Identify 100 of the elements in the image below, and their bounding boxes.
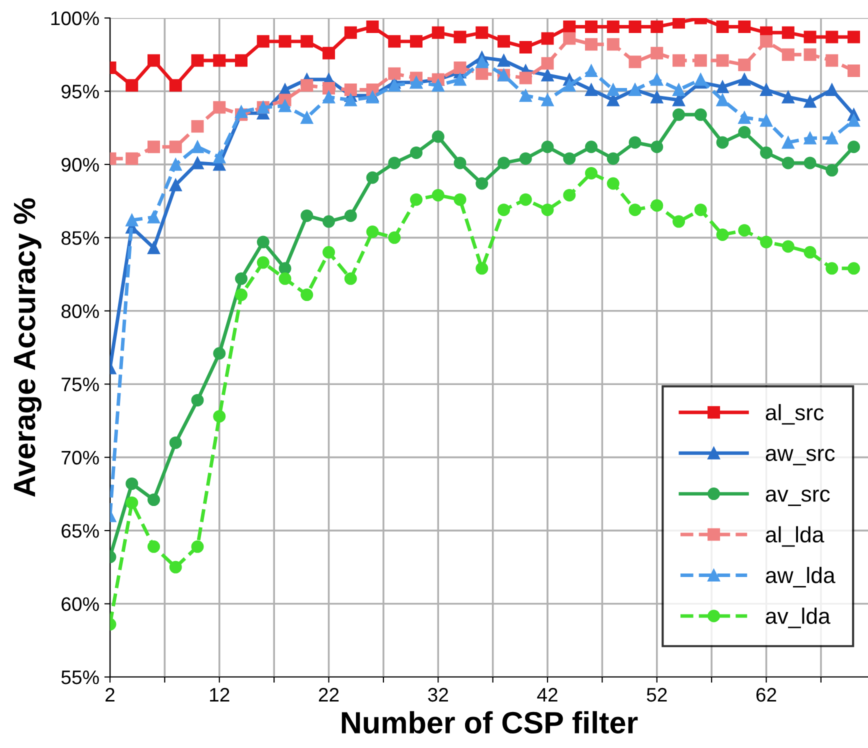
point — [126, 152, 138, 165]
point — [126, 477, 138, 490]
point — [191, 540, 204, 553]
point — [760, 146, 773, 159]
point — [563, 152, 576, 165]
point — [519, 72, 532, 84]
point — [432, 130, 444, 143]
point — [782, 136, 794, 149]
point — [519, 89, 532, 102]
point — [410, 146, 423, 159]
point — [322, 90, 336, 104]
point — [498, 35, 510, 48]
point — [366, 171, 379, 184]
y-tick-label: 80% — [62, 304, 99, 318]
point — [541, 204, 554, 216]
point — [716, 80, 729, 94]
point — [191, 394, 204, 406]
legend-label: aw_src — [766, 448, 835, 466]
point — [235, 272, 248, 285]
point — [738, 126, 751, 138]
y-tick-label: 55% — [61, 670, 99, 684]
legend-label: al_lda — [766, 526, 824, 547]
y-axis-title: Average Accuracy % — [14, 198, 42, 497]
point — [454, 156, 466, 170]
point — [716, 54, 729, 67]
point — [148, 540, 160, 553]
y-tick-label: 70% — [62, 450, 99, 465]
point — [782, 90, 794, 104]
point — [148, 210, 160, 224]
point — [760, 84, 773, 96]
x-tick-label: 32 — [428, 688, 448, 702]
x-tick-label: 42 — [537, 688, 558, 702]
point — [366, 226, 379, 238]
point — [300, 35, 314, 48]
point — [738, 20, 751, 34]
point — [148, 140, 160, 154]
point — [476, 56, 488, 68]
legend-label: av_src — [766, 490, 830, 506]
point — [454, 73, 466, 86]
point — [563, 79, 576, 92]
point — [278, 100, 292, 112]
point — [804, 156, 816, 170]
point — [256, 35, 270, 48]
point — [650, 20, 664, 34]
point — [848, 140, 860, 154]
point — [585, 140, 598, 154]
point — [782, 240, 794, 253]
point — [826, 84, 838, 96]
y-tick-label: 85% — [62, 231, 99, 245]
point — [476, 67, 488, 80]
point — [848, 64, 860, 77]
point — [541, 32, 554, 45]
point — [650, 73, 664, 86]
point — [628, 56, 642, 68]
x-tick-label: 22 — [318, 688, 339, 702]
point — [563, 32, 576, 45]
point — [344, 209, 357, 222]
y-tick-label: 95% — [62, 84, 99, 98]
point — [563, 20, 576, 34]
point — [606, 38, 620, 51]
point — [650, 199, 664, 212]
point — [826, 164, 838, 177]
point — [716, 136, 729, 149]
point — [235, 288, 248, 302]
point — [388, 67, 401, 80]
point — [300, 111, 314, 124]
point — [213, 347, 226, 360]
point — [126, 214, 138, 226]
point — [322, 46, 336, 60]
point — [672, 18, 686, 29]
point — [213, 54, 226, 67]
point — [672, 54, 686, 67]
y-tick-label: 90% — [62, 158, 99, 172]
point — [498, 54, 510, 67]
point — [388, 231, 401, 244]
point — [541, 68, 554, 82]
point — [322, 246, 336, 259]
point — [191, 156, 204, 170]
point — [672, 108, 686, 121]
point — [826, 54, 838, 67]
point — [235, 54, 248, 67]
x-tick-label: 2 — [106, 688, 114, 702]
point — [804, 95, 816, 108]
point — [804, 30, 816, 44]
point — [432, 188, 444, 202]
point — [585, 166, 598, 180]
point — [169, 79, 182, 92]
legend-label: al_src — [766, 404, 824, 425]
point — [760, 35, 773, 48]
point — [694, 73, 707, 86]
point — [213, 410, 226, 423]
point — [716, 228, 729, 241]
point — [519, 152, 532, 165]
point — [826, 132, 838, 144]
point — [738, 224, 751, 237]
point — [628, 204, 642, 216]
point — [628, 136, 642, 149]
point — [454, 193, 466, 206]
point — [848, 262, 860, 275]
point — [804, 132, 816, 144]
